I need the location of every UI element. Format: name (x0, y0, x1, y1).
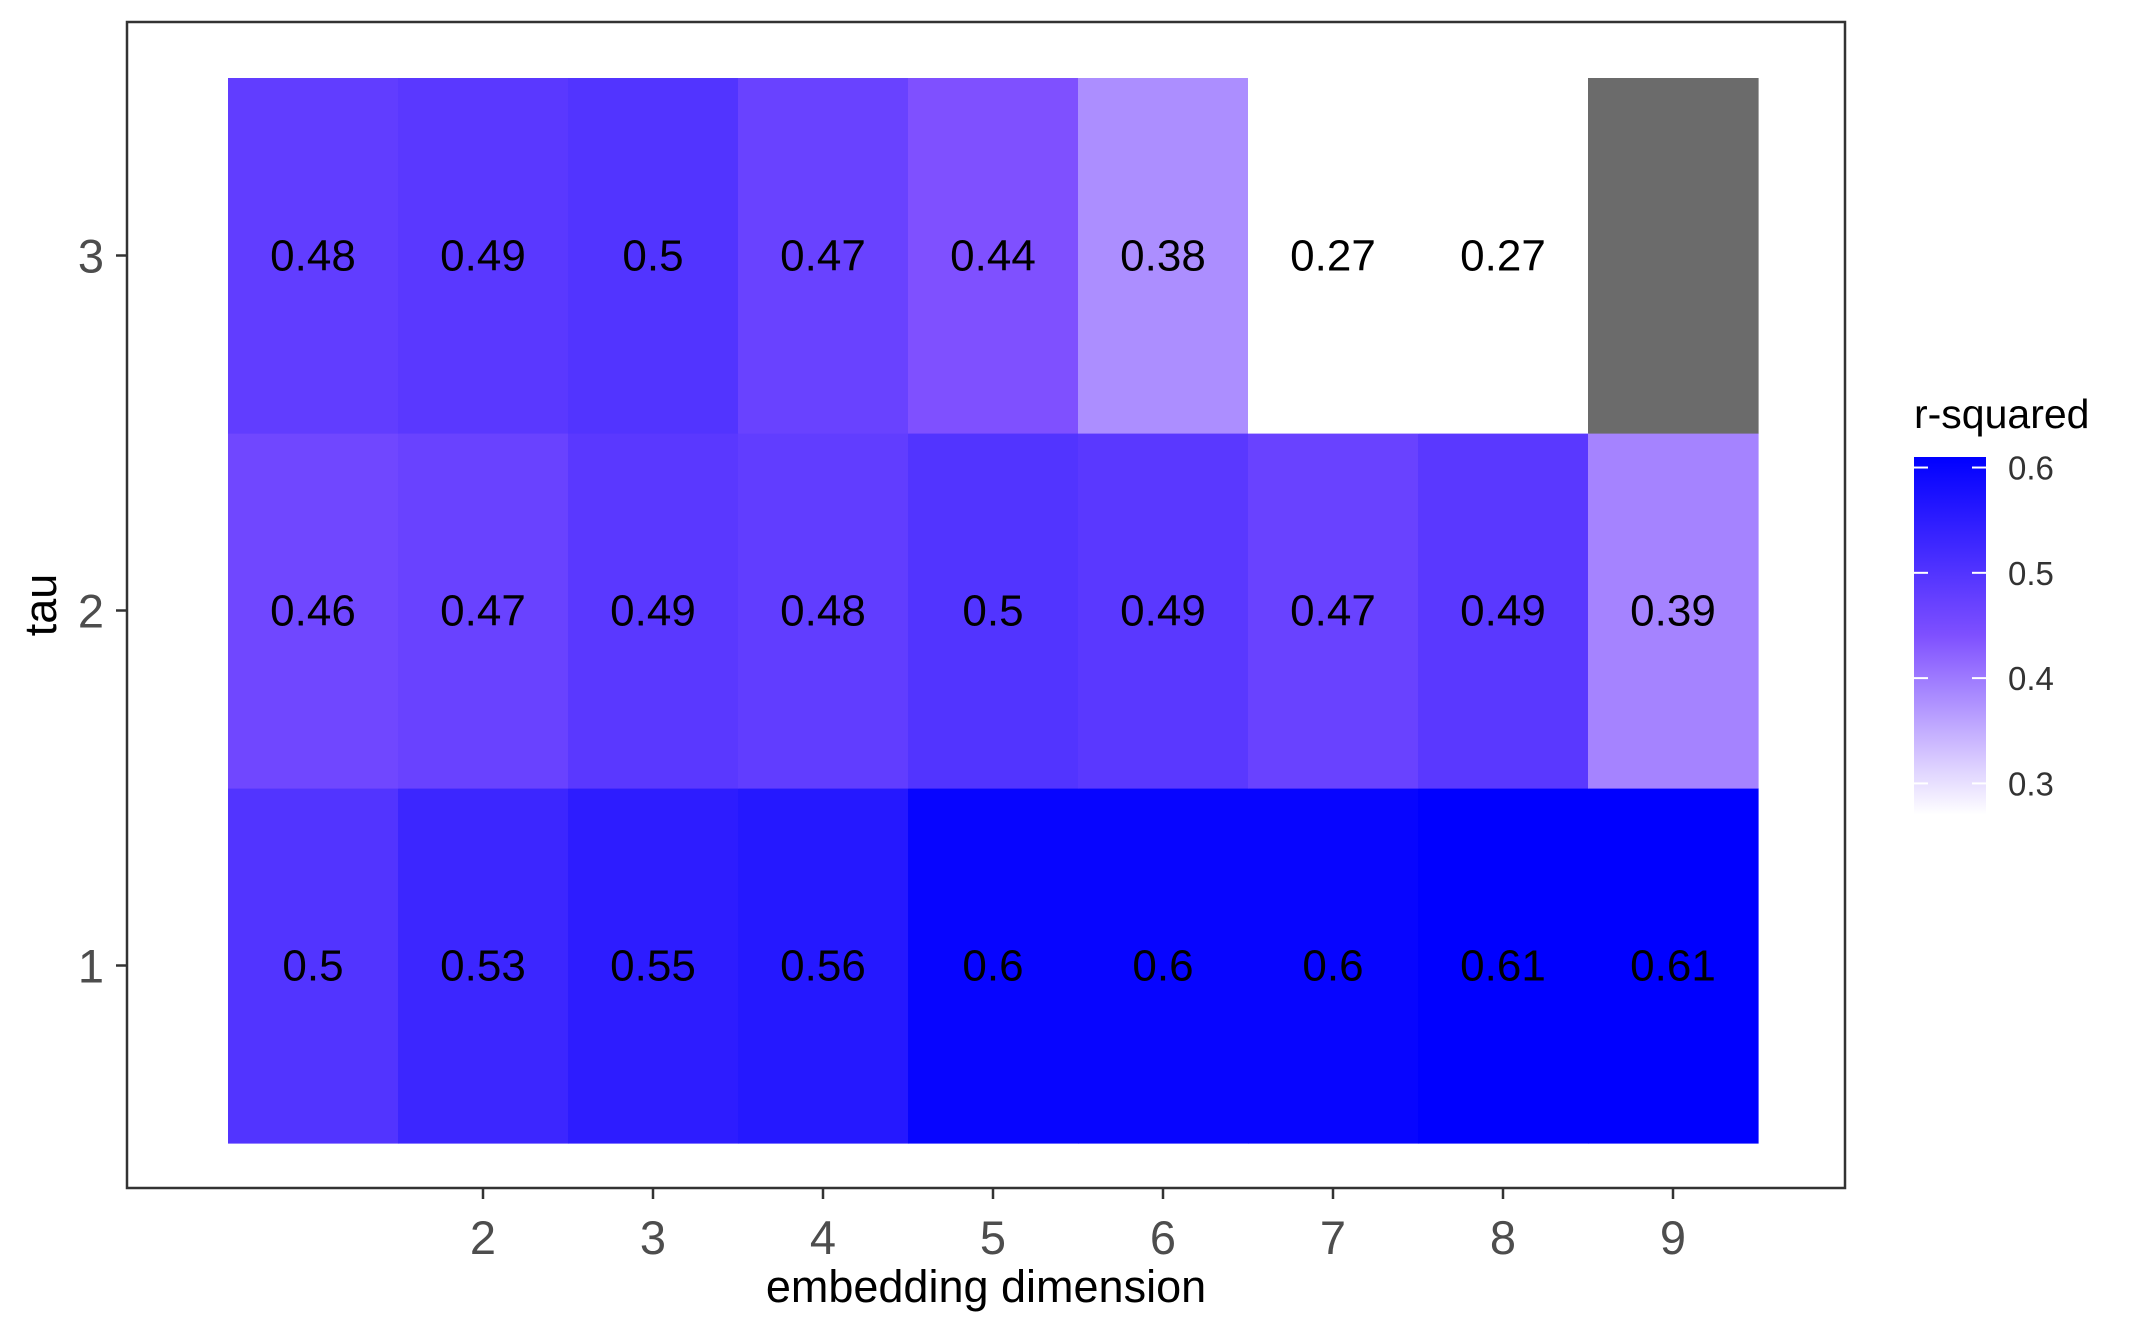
y-axis: 1 2 3 (78, 230, 127, 993)
cell-value-label: 0.61 (1630, 942, 1716, 991)
x-tick-label: 7 (1320, 1211, 1346, 1264)
x-tick-label: 5 (980, 1211, 1006, 1264)
heatmap-cell (1418, 433, 1589, 789)
heatmap-cell (1248, 433, 1419, 789)
legend-tick-label: 0.6 (2008, 450, 2054, 487)
cell-value-label: 0.27 (1290, 232, 1376, 281)
heatmap-cell (1078, 78, 1249, 434)
cell-value-label: 0.56 (780, 942, 866, 991)
legend-ticks: 0.3 0.4 0.5 0.6 (1914, 450, 2054, 802)
cell-value-label: 0.55 (610, 942, 696, 991)
cell-value-label: 0.6 (962, 942, 1023, 991)
cell-value-label: 0.61 (1460, 942, 1546, 991)
legend-colorbar (1914, 457, 1986, 815)
x-tick-label: 6 (1150, 1211, 1176, 1264)
cell-value-label: 0.49 (440, 232, 526, 281)
cell-value-label: 0.44 (950, 232, 1036, 281)
y-axis-title: tau (15, 574, 66, 637)
x-tick-label: 8 (1490, 1211, 1516, 1264)
cell-value-label: 0.48 (780, 587, 866, 636)
heatmap-cell (1418, 78, 1589, 434)
y-tick-label: 1 (78, 940, 104, 993)
y-tick-label: 3 (78, 230, 104, 283)
heatmap-cell (1588, 788, 1759, 1144)
cell-value-label: 0.5 (962, 587, 1023, 636)
heatmap-cell (738, 788, 909, 1144)
cell-value-label: 0.47 (440, 587, 526, 636)
cell-value-label: 0.5 (622, 232, 683, 281)
heatmap-cell (908, 788, 1079, 1144)
cell-value-label: 0.38 (1120, 232, 1206, 281)
cell-value-label: 0.49 (610, 587, 696, 636)
cell-value-label: 0.39 (1630, 587, 1716, 636)
heatmap-cell (228, 433, 399, 789)
heatmap-cell (908, 433, 1079, 789)
cell-value-label: 0.49 (1120, 587, 1206, 636)
heatmap-cell (568, 433, 739, 789)
x-axis: 2 3 4 5 6 7 8 9 (470, 1188, 1686, 1264)
legend-tick-label: 0.3 (2008, 765, 2054, 802)
heatmap-cell (1248, 78, 1419, 434)
heatmap-cell (228, 788, 399, 1144)
x-tick-label: 9 (1660, 1211, 1686, 1264)
cell-value-label: 0.6 (1302, 942, 1363, 991)
legend-tick-label: 0.5 (2008, 555, 2054, 592)
heatmap-cell (1418, 788, 1589, 1144)
heatmap-cells (228, 78, 1759, 1144)
x-tick-label: 2 (470, 1211, 496, 1264)
heatmap-cell (398, 433, 569, 789)
cell-value-label: 0.47 (780, 232, 866, 281)
cell-value-label: 0.47 (1290, 587, 1376, 636)
heatmap-cell (568, 788, 739, 1144)
heatmap-cell (1078, 788, 1249, 1144)
cell-value-label: 0.27 (1460, 232, 1546, 281)
x-tick-label: 3 (640, 1211, 666, 1264)
heatmap-cell (908, 78, 1079, 434)
cell-value-label: 0.48 (270, 232, 356, 281)
cell-value-label: 0.5 (282, 942, 343, 991)
x-axis-title: embedding dimension (766, 1261, 1206, 1312)
y-tick-label: 2 (78, 585, 104, 638)
heatmap-cell (738, 433, 909, 789)
heatmap-cell (398, 788, 569, 1144)
cell-value-label: 0.6 (1132, 942, 1193, 991)
panel-border (125, 20, 1847, 1190)
x-tick-label: 4 (810, 1211, 836, 1264)
heatmap-cell (1588, 433, 1759, 789)
heatmap-cell (1248, 788, 1419, 1144)
heatmap-cell (1588, 78, 1759, 434)
heatmap-cell (228, 78, 399, 434)
color-legend: r-squared 0.3 0.4 0.5 0.6 (1914, 391, 2089, 815)
legend-tick-label: 0.4 (2008, 660, 2054, 697)
heatmap-cell (398, 78, 569, 434)
heatmap-cell (738, 78, 909, 434)
heatmap-cell (1078, 433, 1249, 789)
heatmap-cell (568, 78, 739, 434)
legend-title: r-squared (1914, 391, 2089, 437)
heatmap-cell-labels: 0.5 0.53 0.55 0.56 0.6 0.6 0.6 0.61 0.61 0.46 0.47… (270, 232, 1716, 991)
cell-value-label: 0.46 (270, 587, 356, 636)
cell-value-label: 0.53 (440, 942, 526, 991)
cell-value-label: 0.49 (1460, 587, 1546, 636)
